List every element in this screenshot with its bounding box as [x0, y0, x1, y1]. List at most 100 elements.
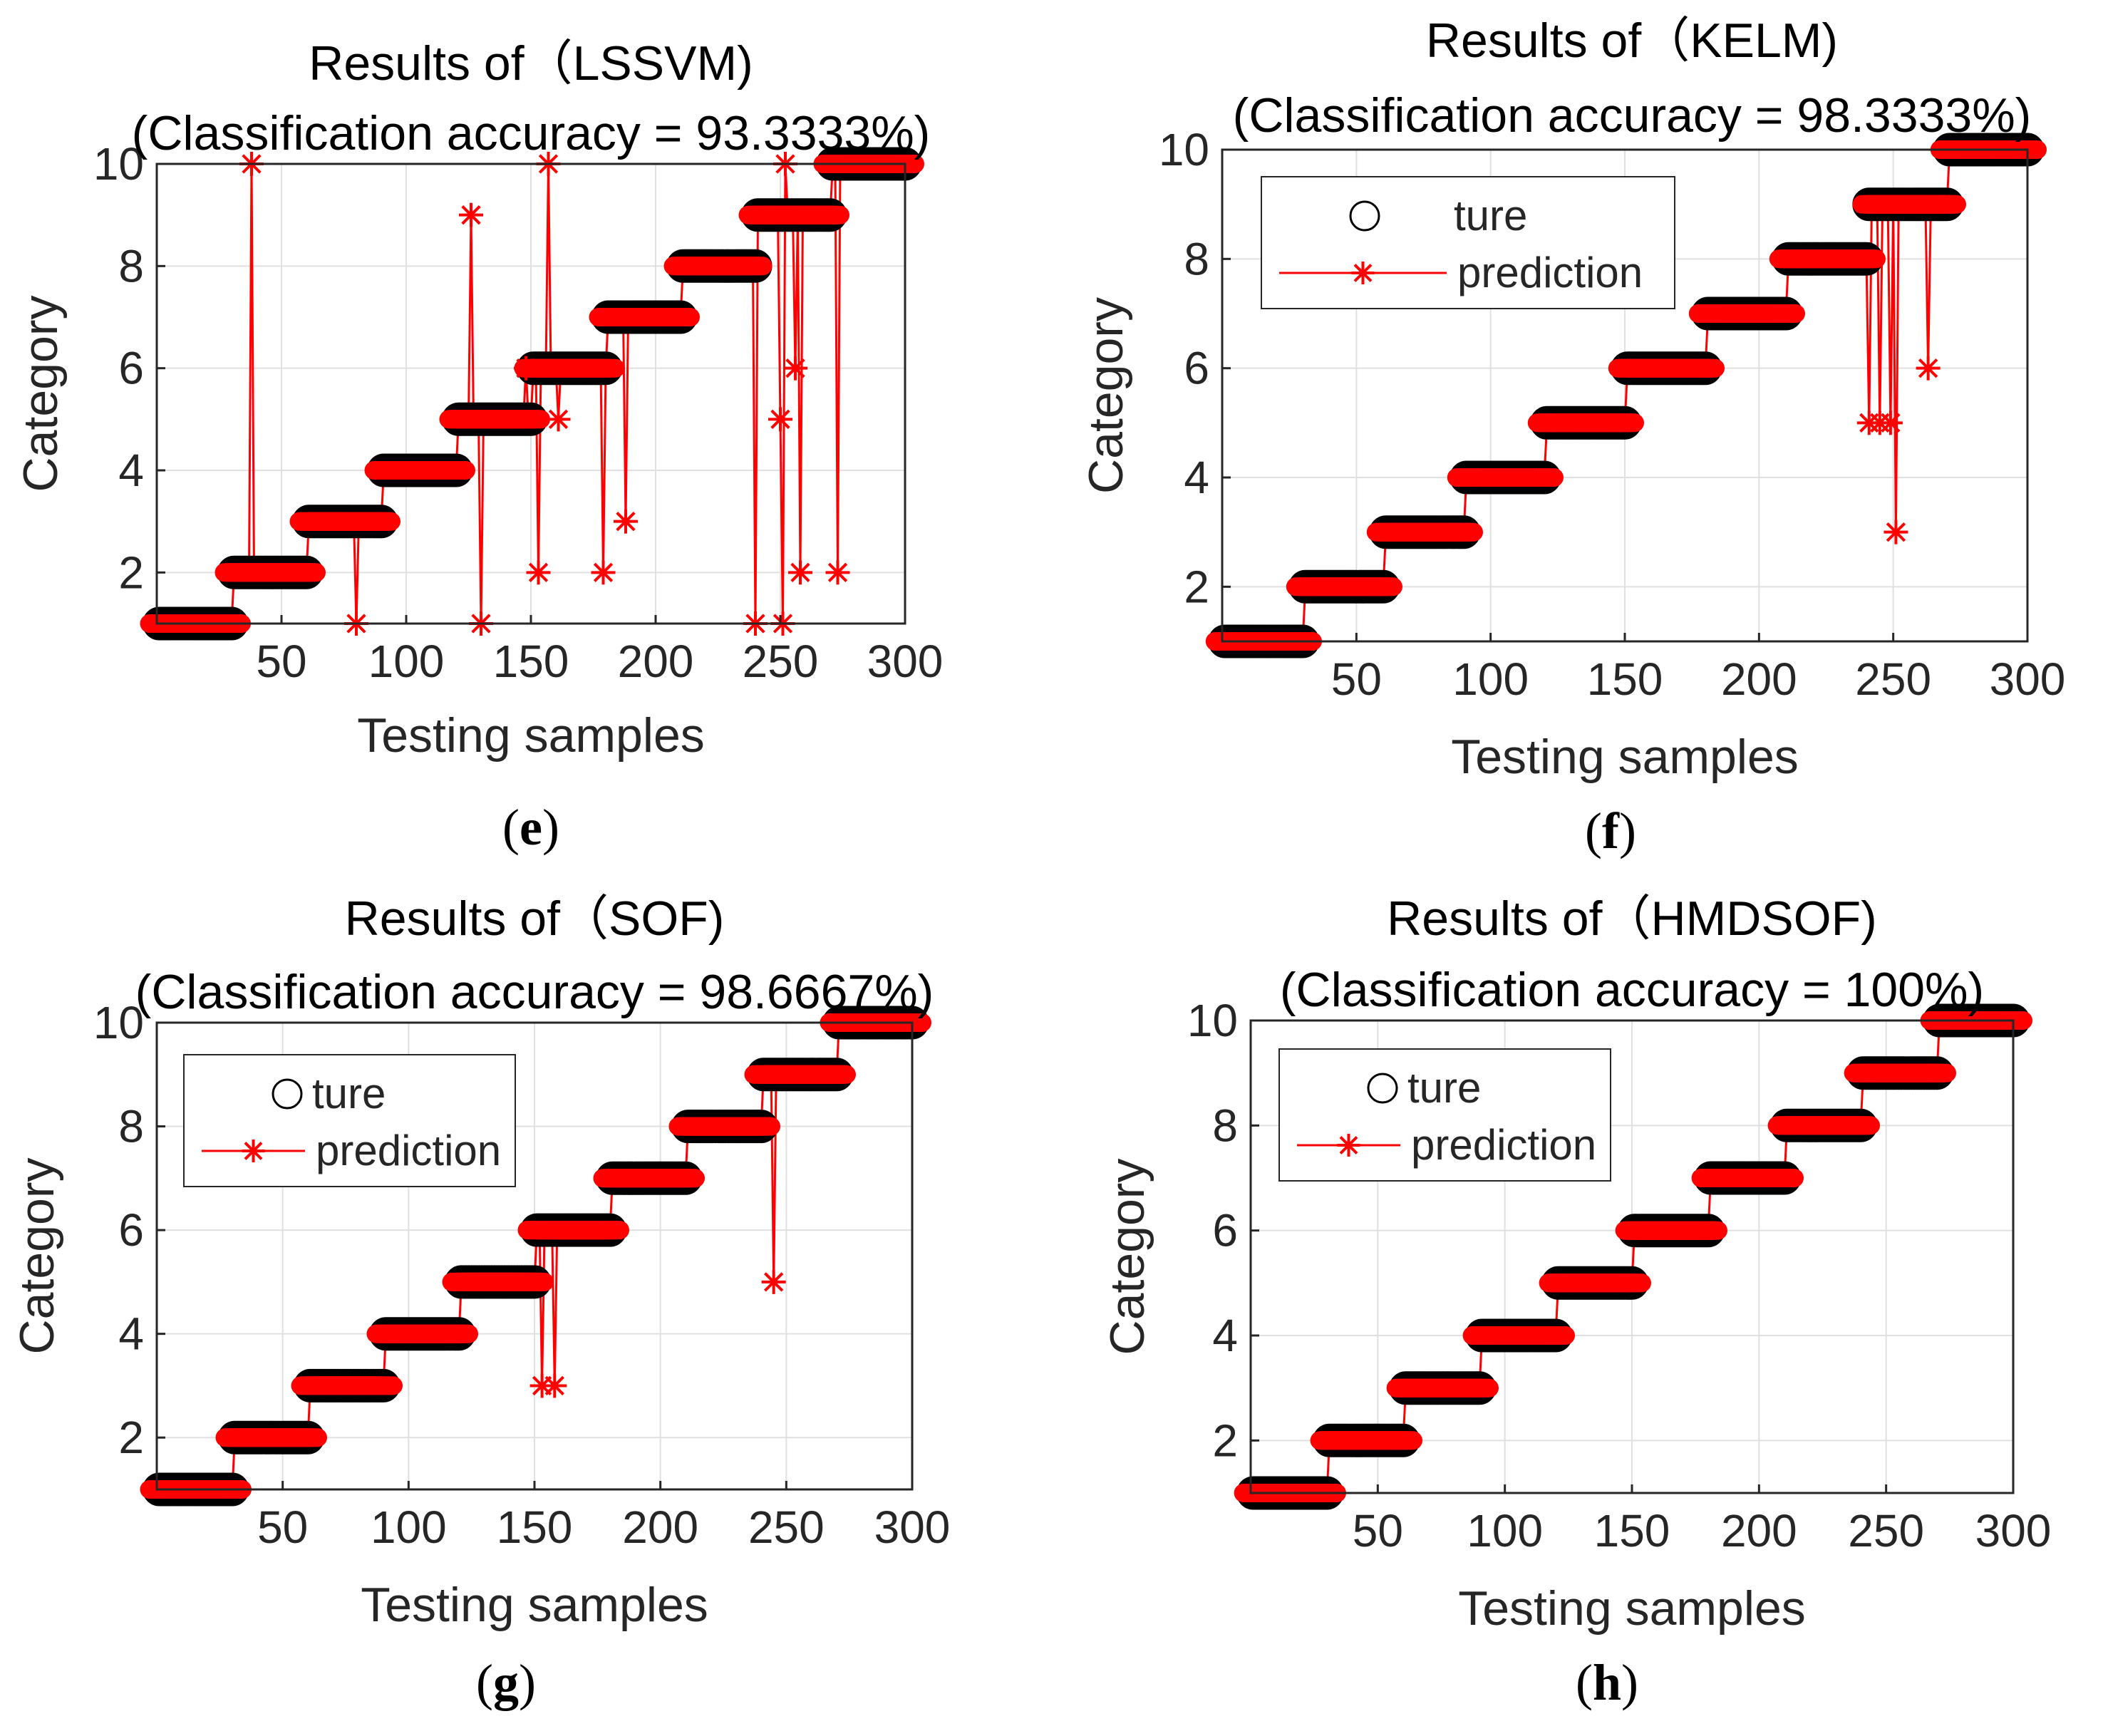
- chart-subtitle: (Classification accuracy = 98.6667%): [135, 965, 934, 1019]
- x-axis-label: Testing samples: [1458, 1581, 1806, 1636]
- legend-prediction-marker: [1351, 262, 1375, 284]
- prediction-point-misclassified: [526, 560, 551, 585]
- legend-prediction-marker: [242, 1140, 265, 1162]
- legend-label-true: ture: [312, 1070, 386, 1117]
- legend-true-marker: [1367, 1073, 1398, 1104]
- x-tick-label: 250: [1848, 1505, 1924, 1556]
- y-tick-label: 4: [1184, 452, 1209, 503]
- chart-title: Results of（LSSVM): [309, 36, 753, 91]
- x-tick-label: 100: [1452, 653, 1529, 705]
- prediction-point-misclassified: [1884, 520, 1908, 544]
- y-axis-label: Category: [1100, 1159, 1154, 1355]
- prediction-point-misclassified: [788, 560, 812, 585]
- x-tick-label: 100: [368, 636, 445, 687]
- legend-label-prediction: prediction: [1411, 1121, 1596, 1169]
- chart-subtitle: (Classification accuracy = 100%): [1280, 963, 1984, 1017]
- panel-label: (e): [502, 799, 559, 856]
- x-axis-label: Testing samples: [357, 708, 705, 763]
- y-tick-label: 2: [1184, 561, 1209, 612]
- y-tick-label: 2: [118, 1412, 144, 1463]
- x-tick-label: 200: [618, 636, 694, 687]
- x-tick-label: 150: [497, 1502, 573, 1553]
- x-tick-label: 50: [257, 1502, 308, 1553]
- x-tick-label: 150: [1594, 1505, 1670, 1556]
- legend-true-marker: [1349, 200, 1380, 232]
- x-tick-label: 50: [256, 636, 306, 687]
- y-axis-label: Category: [1079, 297, 1133, 494]
- x-tick-label: 200: [1721, 1505, 1797, 1556]
- prediction-point-misclassified: [514, 356, 538, 381]
- x-tick-label: 300: [867, 636, 944, 687]
- x-tick-label: 50: [1331, 653, 1382, 705]
- x-axis-label: Testing samples: [361, 1578, 708, 1632]
- prediction-series: [1234, 1011, 2032, 1502]
- y-axis-label: Category: [14, 296, 68, 492]
- legend: ture prediction: [183, 1054, 516, 1187]
- y-tick-label: 8: [1184, 233, 1209, 284]
- x-axis-label: Testing samples: [1451, 730, 1799, 784]
- y-tick-label: 6: [118, 343, 144, 394]
- legend: ture prediction: [1261, 176, 1675, 309]
- legend-box: [1261, 176, 1675, 309]
- x-tick-label: 150: [1587, 653, 1663, 705]
- y-tick-label: 2: [1212, 1415, 1238, 1466]
- x-tick-label: 250: [1855, 653, 1931, 705]
- y-tick-label: 8: [118, 240, 144, 291]
- y-tick-label: 10: [93, 997, 144, 1048]
- x-tick-label: 100: [1467, 1505, 1543, 1556]
- prediction-point-misclassified: [1916, 356, 1941, 381]
- x-tick-label: 200: [1721, 653, 1797, 705]
- prediction-point-misclassified: [825, 560, 850, 585]
- y-tick-label: 4: [118, 1308, 144, 1360]
- legend-box: [1278, 1048, 1611, 1182]
- chart-title: Results of（KELM): [1426, 14, 1838, 68]
- x-tick-label: 300: [1975, 1505, 2052, 1556]
- chart-panel-h: 50 100 150 200 250 300 2 4 6 8 10 Testing samples Ca…: [1100, 892, 2051, 1711]
- prediction-point-misclassified: [768, 407, 792, 432]
- x-tick-label: 250: [743, 636, 819, 687]
- prediction-point-misclassified: [761, 1269, 786, 1294]
- legend-true-marker: [272, 1078, 303, 1110]
- legend-label-prediction: prediction: [316, 1127, 501, 1174]
- y-tick-label: 10: [93, 138, 144, 190]
- panel-label: (h): [1576, 1654, 1638, 1711]
- y-tick-label: 4: [1212, 1310, 1238, 1361]
- chart-title: Results of（SOF): [345, 892, 725, 946]
- legend-label-prediction: prediction: [1457, 249, 1643, 296]
- chart-panel-f: 50 100 150 200 250 300 2 4 6 8 10 Testing samples Ca…: [1079, 14, 2065, 859]
- chart-panel-g: 50 100 150 200 250 300 2 4 6 8 10 Testing samples Ca…: [10, 892, 950, 1711]
- y-axis-label: Category: [10, 1158, 64, 1355]
- prediction-point-misclassified: [591, 560, 616, 585]
- prediction-point-misclassified: [459, 202, 483, 227]
- chart-title: Results of（HMDSOF): [1387, 892, 1877, 946]
- x-tick-label: 50: [1353, 1505, 1403, 1556]
- panel-label: (g): [476, 1654, 536, 1711]
- x-tick-label: 100: [371, 1502, 447, 1553]
- panel-label: (f): [1585, 802, 1636, 859]
- legend-label-true: ture: [1454, 192, 1527, 239]
- prediction-point-misclassified: [614, 509, 638, 534]
- prediction-point-misclassified: [783, 356, 807, 381]
- y-tick-label: 8: [118, 1101, 144, 1152]
- y-tick-label: 6: [118, 1204, 144, 1256]
- chart-subtitle: (Classification accuracy = 98.3333%): [1233, 88, 2032, 143]
- legend: ture prediction: [1278, 1048, 1611, 1182]
- legend-box: [183, 1054, 516, 1187]
- x-tick-label: 200: [622, 1502, 698, 1553]
- prediction-point-misclassified: [546, 407, 571, 432]
- y-tick-label: 6: [1184, 343, 1209, 394]
- chart-panel-e: 50 100 150 200 250 300 2 4 6 8 10 Testing samples Ca…: [14, 36, 943, 856]
- y-tick-label: 8: [1212, 1100, 1238, 1151]
- y-tick-label: 10: [1159, 124, 1209, 175]
- y-tick-label: 2: [118, 547, 144, 598]
- x-tick-label: 250: [748, 1502, 825, 1553]
- prediction-point-misclassified: [542, 1373, 567, 1398]
- y-tick-label: 10: [1187, 995, 1238, 1046]
- y-tick-label: 4: [118, 445, 144, 496]
- prediction-point-misclassified: [1878, 410, 1903, 435]
- legend-label-true: ture: [1407, 1064, 1481, 1112]
- x-tick-label: 300: [874, 1502, 951, 1553]
- x-tick-label: 300: [1990, 653, 2066, 705]
- y-tick-label: 6: [1212, 1205, 1238, 1256]
